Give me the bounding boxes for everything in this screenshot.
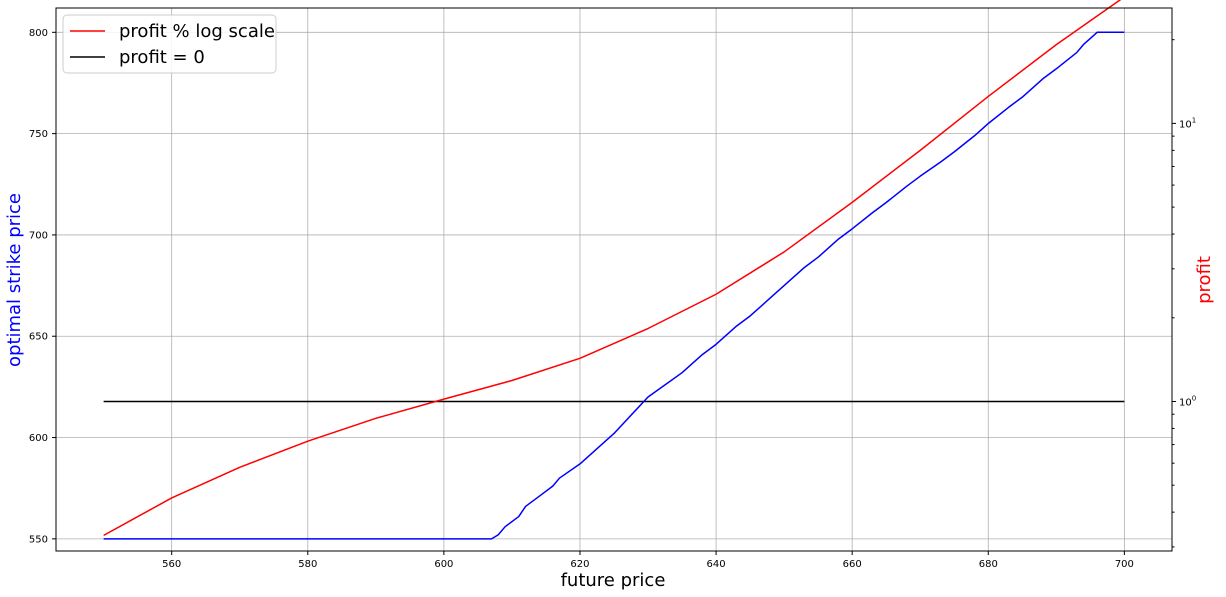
x-tick-label: 640	[707, 559, 726, 570]
y-right-tick-label: 101	[1179, 116, 1196, 130]
series-line-profit-log-scale	[103, 0, 1122, 537]
x-axis: 560 580 600 620 640 660 680 700	[162, 551, 1134, 570]
y-left-tick-label: 700	[29, 230, 48, 241]
y-right-tick-label: 100	[1179, 394, 1196, 408]
y-axis-left: 550 600 650 700 750 800	[29, 28, 56, 545]
y-left-tick-label: 800	[29, 28, 48, 39]
y-axis-right-label: profit	[1194, 256, 1215, 304]
x-tick-label: 660	[843, 559, 862, 570]
y-left-tick-label: 600	[29, 433, 48, 444]
x-tick-label: 600	[434, 559, 453, 570]
x-tick-label: 700	[1115, 559, 1134, 570]
y-axis-right: 100 101	[1172, 39, 1196, 548]
x-tick-label: 680	[979, 559, 998, 570]
legend-box	[62, 14, 277, 74]
legend-label-profit: profit % log scale	[119, 21, 275, 42]
y-axis-left-label: optimal strike price	[4, 193, 25, 367]
series-line-optimal-strike-price	[103, 31, 1125, 540]
x-tick-label: 580	[298, 559, 317, 570]
y-left-tick-label: 750	[29, 129, 48, 140]
y-left-tick-label: 650	[29, 332, 48, 343]
plot-frame	[55, 7, 1173, 552]
x-axis-label: future price	[561, 570, 666, 591]
x-tick-label: 560	[162, 559, 181, 570]
legend-label-zero: profit = 0	[119, 47, 205, 68]
legend: profit % log scale profit = 0	[62, 14, 277, 74]
series-layer	[103, 0, 1125, 540]
x-tick-label: 620	[570, 559, 589, 570]
grid	[56, 8, 1172, 551]
y-left-tick-label: 550	[29, 534, 48, 545]
